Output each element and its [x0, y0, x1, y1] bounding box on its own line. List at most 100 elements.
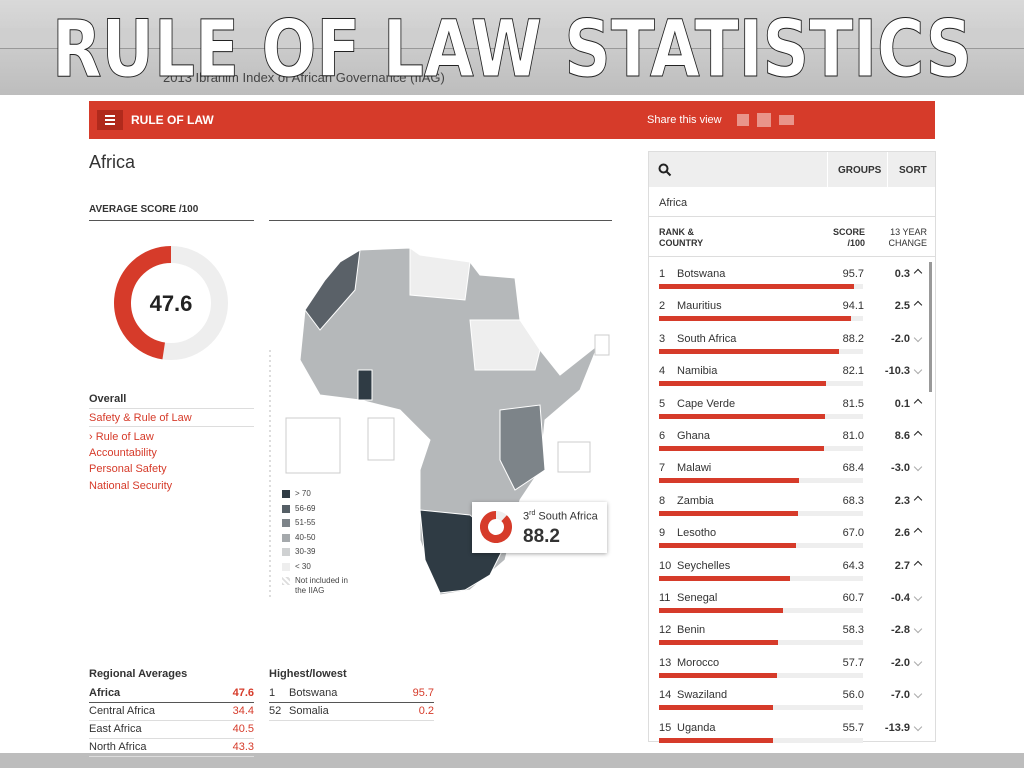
- rank: 1: [659, 268, 666, 280]
- region-name: Central Africa: [89, 705, 156, 717]
- country: Malawi: [677, 462, 712, 475]
- hl-country: Somalia: [289, 705, 329, 717]
- score-bar: [659, 737, 773, 743]
- legend-label: 56-69: [295, 503, 316, 513]
- divider: [89, 426, 254, 427]
- score: 68.4: [842, 462, 864, 475]
- share-icons[interactable]: [735, 112, 797, 128]
- trend-arrow: [913, 527, 923, 537]
- change: -0.4: [891, 592, 910, 604]
- score-bar: [659, 543, 796, 549]
- country: South Africa: [538, 510, 598, 523]
- rank: 3: [659, 332, 666, 345]
- country: Mauritius: [677, 300, 722, 313]
- change: -7.0: [891, 689, 910, 702]
- rank: 8: [659, 494, 666, 507]
- country: Zambia: [677, 494, 714, 507]
- score-bar: [659, 284, 855, 289]
- search-icon[interactable]: [658, 163, 672, 177]
- divider: [649, 256, 935, 257]
- country: Cape Verde: [677, 397, 736, 410]
- divider: [89, 720, 254, 721]
- score-bar: [659, 672, 777, 678]
- trend-arrow: [913, 657, 923, 667]
- score: 58.3: [842, 624, 864, 637]
- groups-button[interactable]: GROUPS: [838, 165, 882, 176]
- rank: 2: [659, 300, 666, 313]
- indicator-link[interactable]: National Security: [89, 480, 173, 492]
- indicator-link[interactable]: › Rule of Law: [89, 431, 154, 443]
- donut-value: 47.6: [150, 291, 193, 316]
- trend-arrow: [913, 592, 923, 602]
- divider: [89, 220, 254, 221]
- country: Swaziland: [677, 689, 728, 702]
- score-bar: [659, 608, 783, 613]
- rank: 11: [659, 592, 671, 604]
- region-name: North Africa: [89, 741, 147, 753]
- legend-swatch: [282, 533, 290, 542]
- score-header: SCORE /100: [832, 227, 865, 248]
- legend-swatch: [282, 504, 290, 513]
- divider: [89, 738, 254, 739]
- title-overlay: RULE OF LAW STATISTICS: [52, 5, 973, 96]
- indicator-link[interactable]: Accountability: [89, 447, 157, 459]
- country: Namibia: [677, 365, 718, 378]
- region-value: 40.5: [232, 723, 254, 735]
- country: Seychelles: [677, 559, 731, 572]
- change-header: 13 YEAR CHANGE: [888, 227, 927, 248]
- score-bar: [659, 381, 827, 387]
- score-bar: [659, 640, 778, 646]
- trend-arrow: [913, 365, 923, 375]
- share-label: Share this view: [647, 114, 722, 126]
- score: 67.0: [842, 527, 864, 540]
- region-name: East Africa: [89, 723, 142, 735]
- divider: [887, 152, 888, 187]
- trend-arrow: [913, 301, 923, 310]
- rank: 10: [659, 559, 672, 572]
- score-bar: [659, 575, 791, 581]
- legend-swatch: [282, 519, 290, 527]
- bookmarks-bar: [0, 28, 1024, 49]
- highlow-title: Highest/lowest: [269, 668, 347, 680]
- callout-rank: 3rd South Africa: [523, 510, 598, 523]
- menu-button[interactable]: [97, 110, 123, 130]
- scrollbar[interactable]: [929, 262, 932, 392]
- divider: [89, 756, 254, 757]
- trend-arrow: [913, 560, 923, 569]
- hl-country: Botswana: [289, 687, 338, 699]
- divider: [269, 720, 434, 721]
- footer-bar: [0, 753, 1024, 768]
- legend-label: 51-55: [295, 518, 316, 527]
- legend-swatch: [282, 490, 290, 498]
- legend-label: Not included in the IIAG: [295, 576, 348, 595]
- country: Benin: [677, 624, 706, 637]
- sort-button[interactable]: SORT: [899, 165, 927, 176]
- hl-value: 95.7: [412, 687, 434, 699]
- region-value: 43.3: [232, 741, 254, 753]
- change: 0.3: [894, 268, 910, 280]
- hl-value: 0.2: [418, 705, 434, 717]
- indicator-link[interactable]: Personal Safety: [89, 463, 167, 475]
- change: 8.6: [894, 430, 910, 442]
- callout-value: 88.2: [523, 526, 560, 547]
- score-bar: [659, 446, 825, 451]
- divider: [89, 702, 254, 703]
- score: 81.5: [842, 397, 864, 410]
- score-bar: [659, 478, 799, 484]
- search-bar: GROUPS SORT: [649, 152, 935, 187]
- legend-label: 40-50: [295, 532, 316, 542]
- donut-arc: [480, 511, 512, 543]
- average-label: AVERAGE SCORE /100: [89, 204, 199, 215]
- trend-arrow: [913, 398, 923, 407]
- filter-label: Africa: [659, 197, 688, 209]
- legend-swatch: [282, 562, 290, 571]
- callout: 3rd South Africa 88.2: [472, 502, 607, 553]
- change: 2.5: [894, 300, 910, 313]
- score: 82.1: [842, 365, 864, 378]
- africa-map: [269, 247, 610, 600]
- region-name: Africa: [89, 687, 121, 699]
- country: South Africa: [677, 332, 737, 345]
- change: 2.6: [894, 527, 910, 540]
- rank-suffix: rd: [529, 510, 536, 517]
- indicator-link[interactable]: Safety & Rule of Law: [89, 412, 192, 424]
